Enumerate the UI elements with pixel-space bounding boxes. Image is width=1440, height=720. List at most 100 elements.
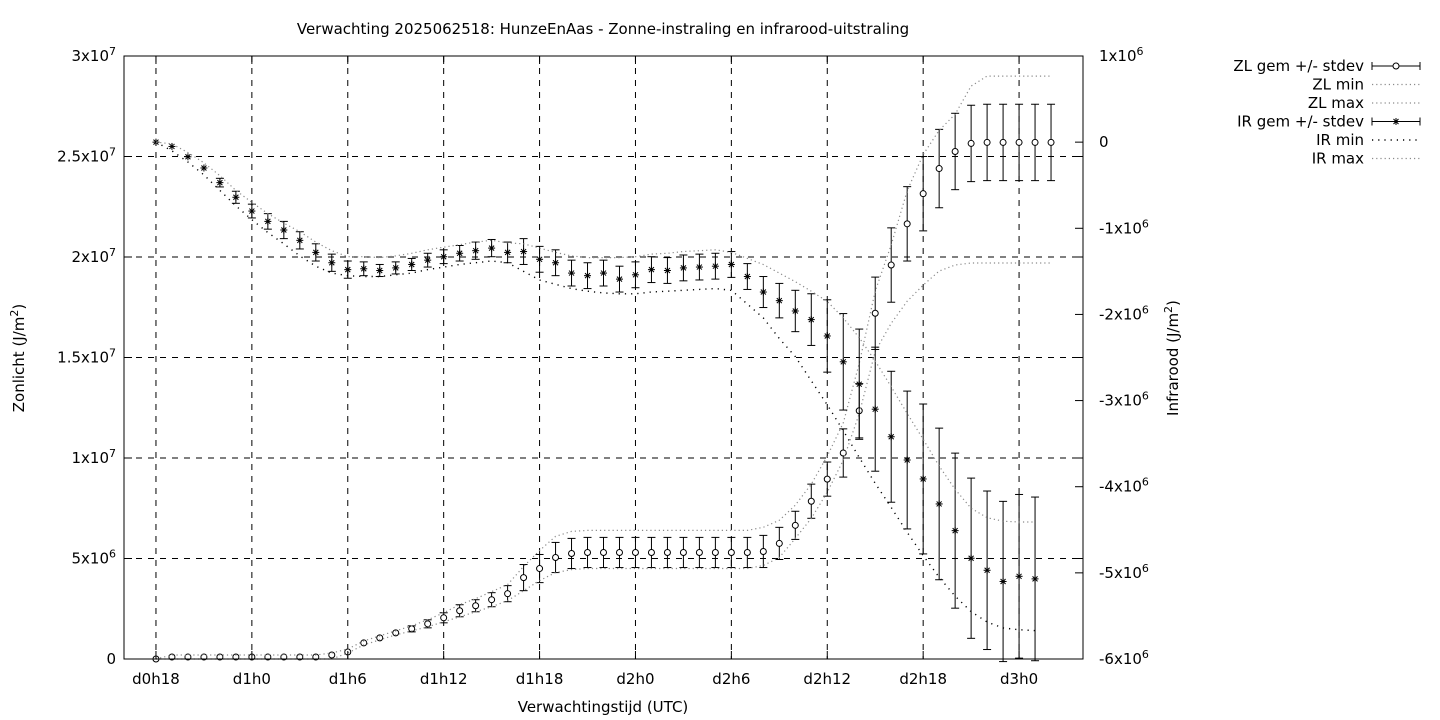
data-point xyxy=(919,190,927,198)
y-tick-label: 3x107 xyxy=(71,45,116,65)
data-point xyxy=(855,380,863,388)
x-tick-label: d2h6 xyxy=(712,670,750,688)
data-point xyxy=(312,653,320,661)
data-point xyxy=(775,297,783,305)
data-point xyxy=(232,193,240,201)
data-point xyxy=(488,244,496,252)
data-point xyxy=(456,249,464,257)
data-point xyxy=(280,226,288,234)
data-point xyxy=(328,651,336,659)
data-point xyxy=(344,266,352,274)
data-point xyxy=(695,548,703,556)
data-point xyxy=(536,565,544,573)
x-tick-label: d0h18 xyxy=(132,670,180,688)
data-point xyxy=(1015,138,1023,146)
legend-label: IR max xyxy=(1312,150,1364,168)
y2-tick-label: -2x106 xyxy=(1099,303,1149,323)
series-layer xyxy=(152,75,1056,663)
x-tick-label: d2h12 xyxy=(803,670,851,688)
data-point xyxy=(504,248,512,256)
x-tick-label: d3h0 xyxy=(1000,670,1038,688)
legend-label: ZL max xyxy=(1308,94,1364,112)
y-tick-label: 1x107 xyxy=(71,447,116,467)
legend-label: ZL min xyxy=(1312,76,1364,94)
data-point xyxy=(312,248,320,256)
series-line xyxy=(156,262,1051,660)
data-point xyxy=(679,264,687,272)
data-point xyxy=(248,207,256,215)
data-point xyxy=(967,139,975,147)
y-axis-ticks: 0 5x106 1x107 1.5x107 2x107 2.5x107 3x107 xyxy=(57,45,1083,668)
data-point xyxy=(695,263,703,271)
data-point xyxy=(472,602,480,610)
data-point xyxy=(552,259,560,267)
data-point xyxy=(488,596,496,604)
y-axis-label: Zonlicht (J/m2) xyxy=(8,304,28,413)
data-point xyxy=(807,316,815,324)
y-tick-label: 0 xyxy=(106,650,116,668)
data-point xyxy=(935,500,943,508)
data-point xyxy=(408,260,416,268)
y2-axis-label: Infrarood (J/m2) xyxy=(1162,300,1182,416)
y2-tick-label: 0 xyxy=(1099,133,1109,151)
series-4 xyxy=(155,141,1036,632)
data-point xyxy=(871,309,879,317)
data-point xyxy=(983,138,991,146)
data-point xyxy=(615,548,623,556)
data-point xyxy=(600,269,607,277)
data-point xyxy=(360,639,368,647)
y2-tick-label: -5x106 xyxy=(1099,562,1149,582)
data-point xyxy=(759,288,767,296)
data-point xyxy=(1031,138,1039,146)
legend-label: ZL gem +/- stdev xyxy=(1233,57,1364,75)
data-point xyxy=(216,653,224,661)
data-point xyxy=(823,332,831,340)
data-point xyxy=(376,634,384,642)
series-1 xyxy=(156,262,1051,660)
data-point xyxy=(440,614,448,622)
data-point xyxy=(1031,575,1039,583)
data-point xyxy=(663,266,671,274)
x-tick-label: d1h18 xyxy=(516,670,564,688)
series-5 xyxy=(155,141,1035,523)
data-point xyxy=(999,138,1007,146)
data-point xyxy=(536,255,544,263)
y2-tick-label: -6x106 xyxy=(1099,648,1149,668)
data-point xyxy=(631,548,639,556)
data-point xyxy=(967,554,975,562)
data-point xyxy=(631,271,639,279)
data-point xyxy=(424,256,432,264)
y-tick-label: 2.5x107 xyxy=(57,146,116,166)
y-tick-label: 2x107 xyxy=(71,246,116,266)
legend-marker xyxy=(1392,118,1400,125)
series-0 xyxy=(152,103,1056,663)
data-point xyxy=(839,358,847,366)
data-point xyxy=(168,142,176,150)
y-tick-label: 5x106 xyxy=(71,548,116,568)
data-point xyxy=(999,577,1007,585)
data-point xyxy=(184,153,192,161)
data-point xyxy=(711,548,719,556)
data-point xyxy=(983,566,991,574)
data-point xyxy=(743,273,751,281)
data-point xyxy=(839,449,847,457)
data-point xyxy=(216,179,224,187)
data-point xyxy=(663,548,671,556)
y-tick-label: 1.5x107 xyxy=(57,347,116,367)
x-axis-ticks: d0h18 d1h0 d1h6 d1h12 d1h18 d2h0 d2h6 d2h12 d2h1… xyxy=(132,56,1038,688)
data-point xyxy=(903,456,911,464)
data-point xyxy=(647,548,655,556)
data-point xyxy=(264,217,272,225)
data-point xyxy=(727,548,735,556)
data-point xyxy=(791,521,799,529)
chart-title: Verwachting 2025062518: HunzeEnAas - Zon… xyxy=(297,20,909,38)
data-point xyxy=(1015,572,1023,580)
data-point xyxy=(951,147,959,155)
y2-tick-label: -3x106 xyxy=(1099,390,1149,410)
legend-label: IR gem +/- stdev xyxy=(1237,113,1364,131)
data-point xyxy=(647,266,655,274)
data-point xyxy=(823,475,831,483)
x-tick-label: d2h18 xyxy=(899,670,947,688)
data-point xyxy=(392,264,400,272)
data-point xyxy=(328,259,336,267)
